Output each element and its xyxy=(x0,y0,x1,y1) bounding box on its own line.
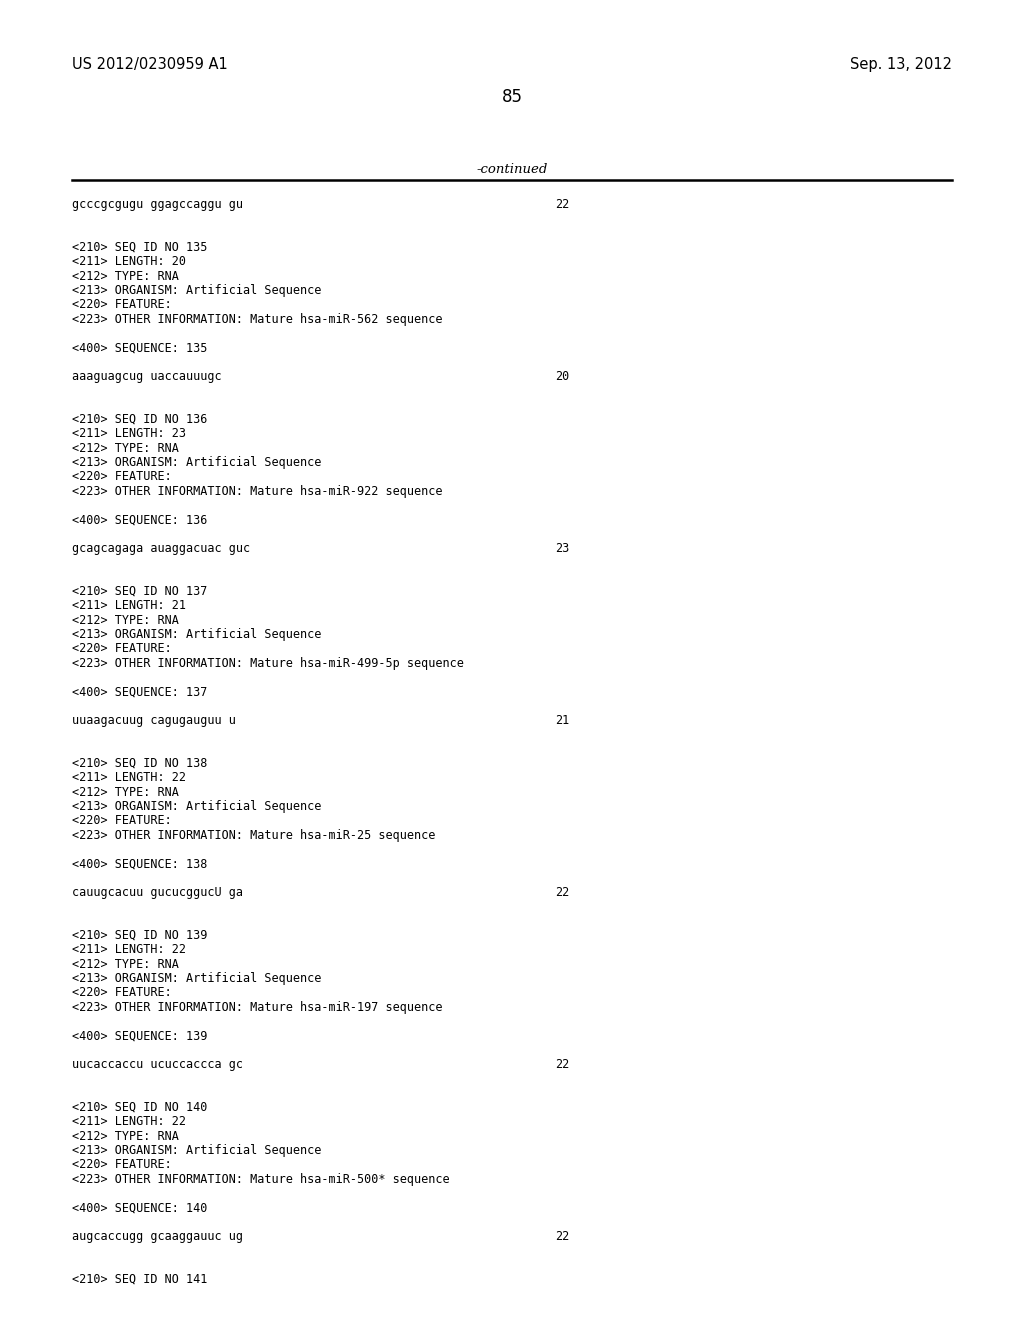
Text: cauugcacuu gucucggucU ga: cauugcacuu gucucggucU ga xyxy=(72,886,243,899)
Text: <220> FEATURE:: <220> FEATURE: xyxy=(72,986,172,999)
Text: 21: 21 xyxy=(555,714,569,727)
Text: <220> FEATURE:: <220> FEATURE: xyxy=(72,643,172,656)
Text: <211> LENGTH: 22: <211> LENGTH: 22 xyxy=(72,1115,186,1129)
Text: <400> SEQUENCE: 137: <400> SEQUENCE: 137 xyxy=(72,685,208,698)
Text: <210> SEQ ID NO 136: <210> SEQ ID NO 136 xyxy=(72,412,208,425)
Text: <220> FEATURE:: <220> FEATURE: xyxy=(72,470,172,483)
Text: gcagcagaga auaggacuac guc: gcagcagaga auaggacuac guc xyxy=(72,543,250,554)
Text: <211> LENGTH: 22: <211> LENGTH: 22 xyxy=(72,942,186,956)
Text: <223> OTHER INFORMATION: Mature hsa-miR-922 sequence: <223> OTHER INFORMATION: Mature hsa-miR-… xyxy=(72,484,442,498)
Text: augcaccugg gcaaggauuc ug: augcaccugg gcaaggauuc ug xyxy=(72,1230,243,1243)
Text: 20: 20 xyxy=(555,370,569,383)
Text: 22: 22 xyxy=(555,198,569,211)
Text: <211> LENGTH: 23: <211> LENGTH: 23 xyxy=(72,426,186,440)
Text: <223> OTHER INFORMATION: Mature hsa-miR-500* sequence: <223> OTHER INFORMATION: Mature hsa-miR-… xyxy=(72,1173,450,1185)
Text: <213> ORGANISM: Artificial Sequence: <213> ORGANISM: Artificial Sequence xyxy=(72,628,322,642)
Text: 22: 22 xyxy=(555,1230,569,1243)
Text: <212> TYPE: RNA: <212> TYPE: RNA xyxy=(72,614,179,627)
Text: <400> SEQUENCE: 138: <400> SEQUENCE: 138 xyxy=(72,858,208,870)
Text: <223> OTHER INFORMATION: Mature hsa-miR-562 sequence: <223> OTHER INFORMATION: Mature hsa-miR-… xyxy=(72,313,442,326)
Text: <213> ORGANISM: Artificial Sequence: <213> ORGANISM: Artificial Sequence xyxy=(72,284,322,297)
Text: <213> ORGANISM: Artificial Sequence: <213> ORGANISM: Artificial Sequence xyxy=(72,455,322,469)
Text: <212> TYPE: RNA: <212> TYPE: RNA xyxy=(72,957,179,970)
Text: Sep. 13, 2012: Sep. 13, 2012 xyxy=(850,57,952,73)
Text: <212> TYPE: RNA: <212> TYPE: RNA xyxy=(72,441,179,454)
Text: <211> LENGTH: 21: <211> LENGTH: 21 xyxy=(72,599,186,612)
Text: <210> SEQ ID NO 140: <210> SEQ ID NO 140 xyxy=(72,1101,208,1114)
Text: 23: 23 xyxy=(555,543,569,554)
Text: <212> TYPE: RNA: <212> TYPE: RNA xyxy=(72,1130,179,1143)
Text: <400> SEQUENCE: 135: <400> SEQUENCE: 135 xyxy=(72,342,208,355)
Text: <213> ORGANISM: Artificial Sequence: <213> ORGANISM: Artificial Sequence xyxy=(72,972,322,985)
Text: <210> SEQ ID NO 137: <210> SEQ ID NO 137 xyxy=(72,585,208,598)
Text: 22: 22 xyxy=(555,1059,569,1071)
Text: <213> ORGANISM: Artificial Sequence: <213> ORGANISM: Artificial Sequence xyxy=(72,1144,322,1158)
Text: <223> OTHER INFORMATION: Mature hsa-miR-25 sequence: <223> OTHER INFORMATION: Mature hsa-miR-… xyxy=(72,829,435,842)
Text: <400> SEQUENCE: 139: <400> SEQUENCE: 139 xyxy=(72,1030,208,1043)
Text: <210> SEQ ID NO 141: <210> SEQ ID NO 141 xyxy=(72,1272,208,1286)
Text: 22: 22 xyxy=(555,886,569,899)
Text: 85: 85 xyxy=(502,88,522,106)
Text: <213> ORGANISM: Artificial Sequence: <213> ORGANISM: Artificial Sequence xyxy=(72,800,322,813)
Text: aaaguagcug uaccauuugc: aaaguagcug uaccauuugc xyxy=(72,370,221,383)
Text: <211> LENGTH: 22: <211> LENGTH: 22 xyxy=(72,771,186,784)
Text: <220> FEATURE:: <220> FEATURE: xyxy=(72,1159,172,1172)
Text: <223> OTHER INFORMATION: Mature hsa-miR-499-5p sequence: <223> OTHER INFORMATION: Mature hsa-miR-… xyxy=(72,657,464,671)
Text: <400> SEQUENCE: 140: <400> SEQUENCE: 140 xyxy=(72,1201,208,1214)
Text: -continued: -continued xyxy=(476,162,548,176)
Text: uuaagacuug cagugauguu u: uuaagacuug cagugauguu u xyxy=(72,714,236,727)
Text: uucaccaccu ucuccaccca gc: uucaccaccu ucuccaccca gc xyxy=(72,1059,243,1071)
Text: <212> TYPE: RNA: <212> TYPE: RNA xyxy=(72,269,179,282)
Text: <223> OTHER INFORMATION: Mature hsa-miR-197 sequence: <223> OTHER INFORMATION: Mature hsa-miR-… xyxy=(72,1001,442,1014)
Text: <220> FEATURE:: <220> FEATURE: xyxy=(72,814,172,828)
Text: <212> TYPE: RNA: <212> TYPE: RNA xyxy=(72,785,179,799)
Text: <220> FEATURE:: <220> FEATURE: xyxy=(72,298,172,312)
Text: gcccgcgugu ggagccaggu gu: gcccgcgugu ggagccaggu gu xyxy=(72,198,243,211)
Text: <211> LENGTH: 20: <211> LENGTH: 20 xyxy=(72,255,186,268)
Text: US 2012/0230959 A1: US 2012/0230959 A1 xyxy=(72,57,227,73)
Text: <210> SEQ ID NO 138: <210> SEQ ID NO 138 xyxy=(72,756,208,770)
Text: <210> SEQ ID NO 135: <210> SEQ ID NO 135 xyxy=(72,240,208,253)
Text: <210> SEQ ID NO 139: <210> SEQ ID NO 139 xyxy=(72,928,208,941)
Text: <400> SEQUENCE: 136: <400> SEQUENCE: 136 xyxy=(72,513,208,527)
